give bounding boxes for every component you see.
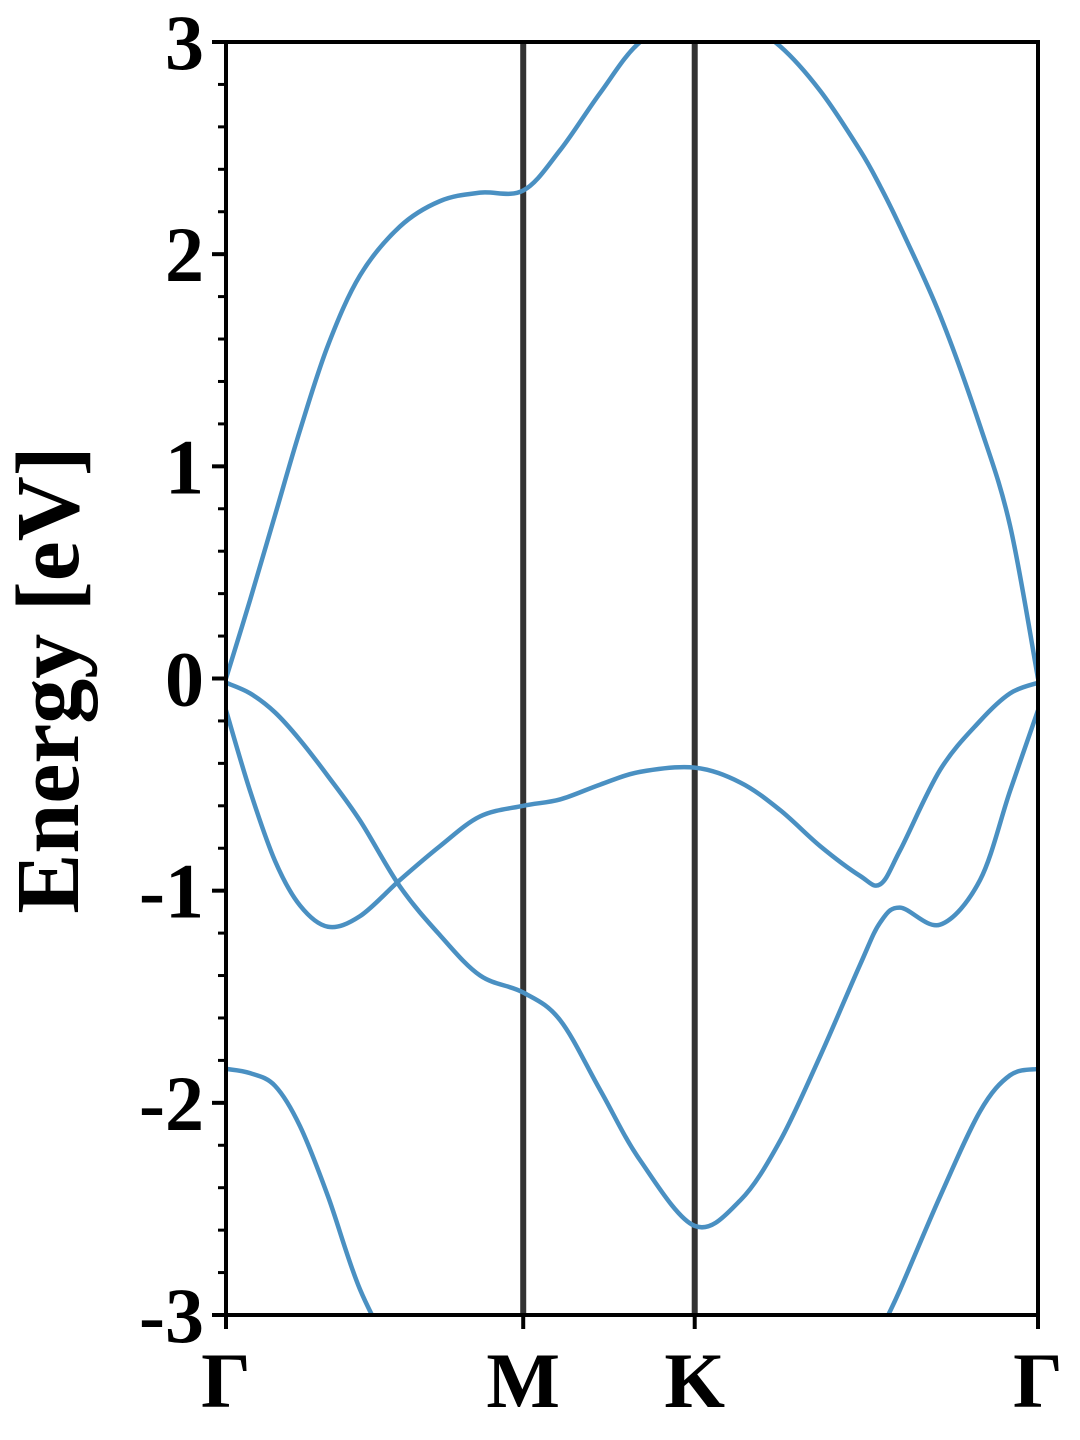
band-line [885,1066,1038,1315]
y-tick-label: 2 [165,211,204,298]
band-line [226,1066,375,1315]
band-line [226,680,1038,1230]
x-tick-label: Γ [1013,1337,1063,1424]
bands [226,42,1038,1315]
plot-frame [224,40,1040,1317]
x-tick-label: K [664,1337,725,1424]
y-tick-label: -2 [139,1060,204,1147]
y-axis-label: Energy [eV] [0,446,98,913]
y-tick-label: -1 [139,848,204,935]
y-tick-label: 3 [165,0,204,86]
y-tick-label: -3 [139,1272,204,1359]
x-tick-label: M [486,1337,560,1424]
y-tick-label: 1 [165,423,204,510]
band-line [226,42,1038,680]
band-line [226,680,1038,930]
y-tick-label: 0 [165,636,204,723]
x-tick-label: Γ [201,1337,251,1424]
